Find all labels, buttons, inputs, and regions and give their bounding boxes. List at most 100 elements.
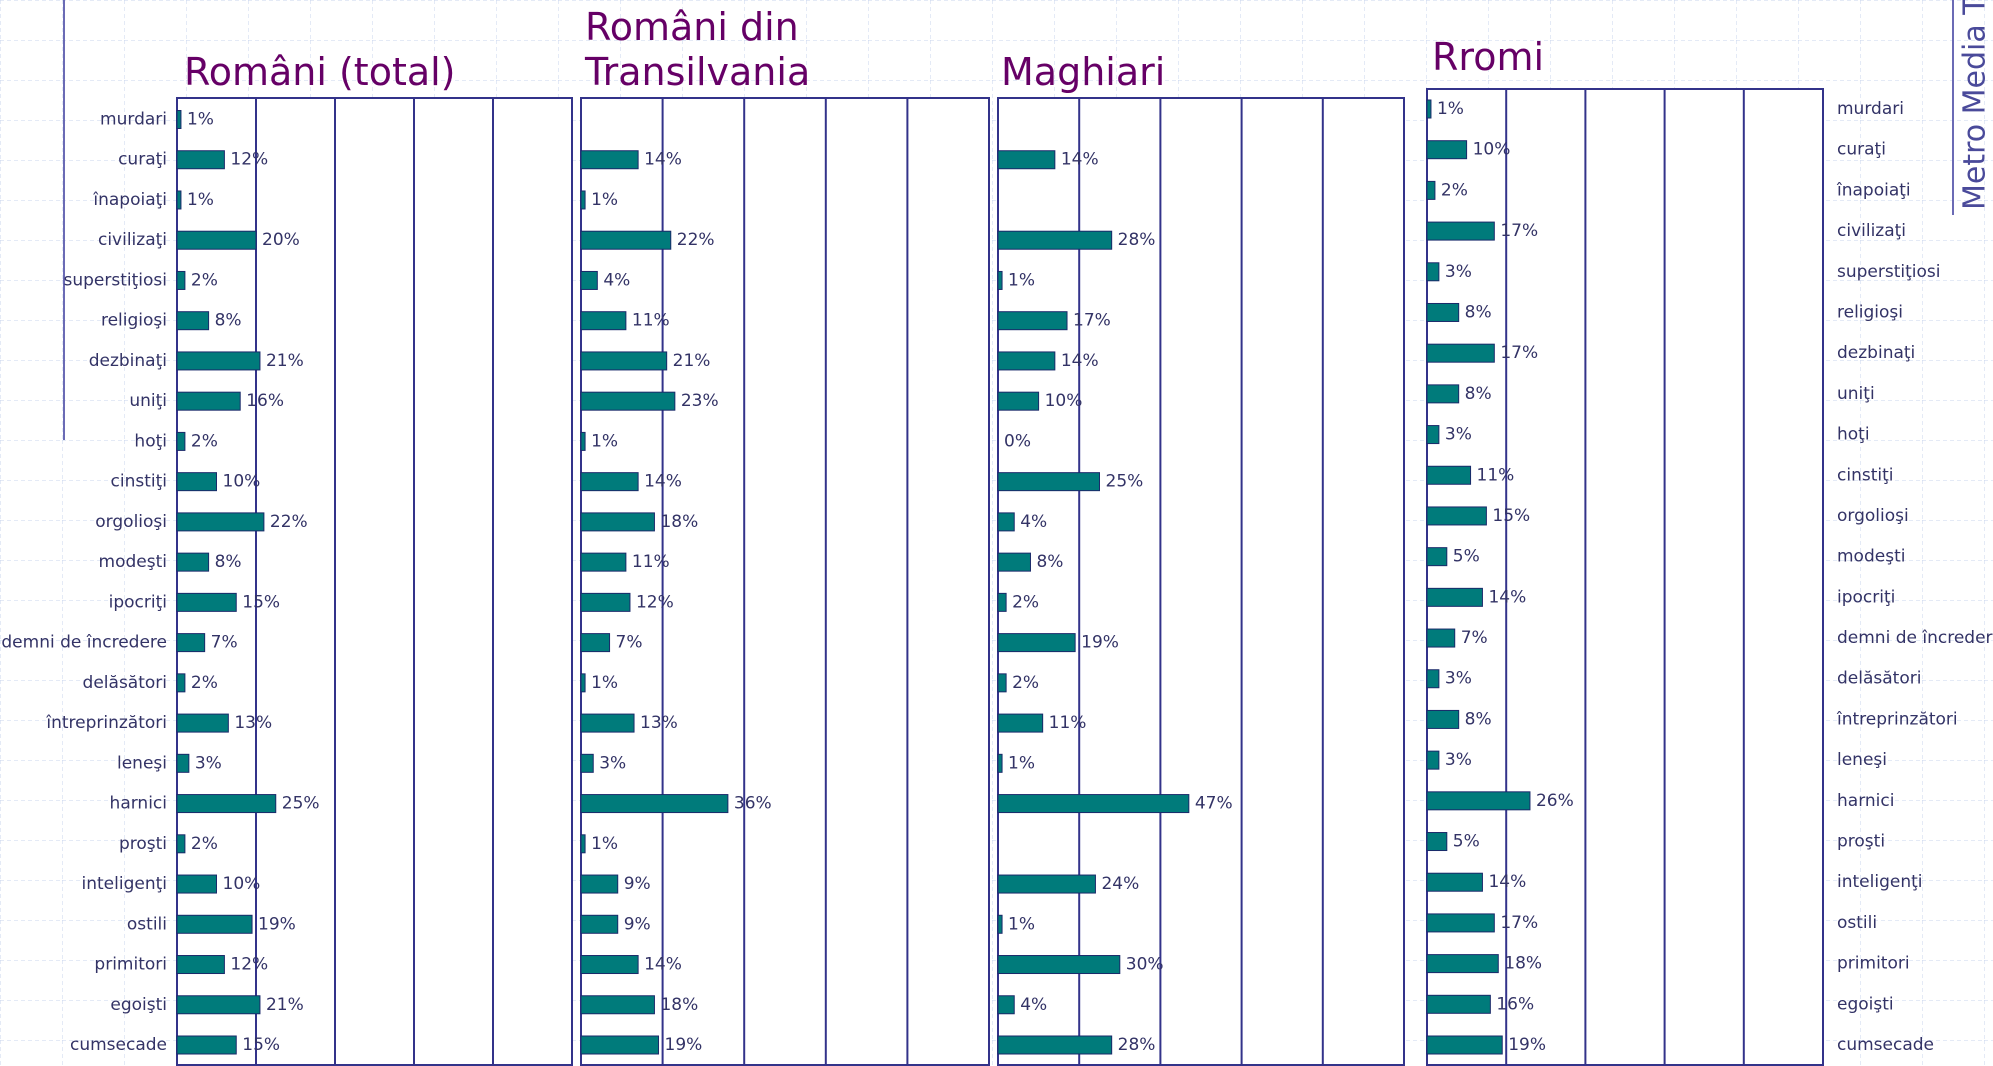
bar [176, 230, 257, 250]
bar [997, 753, 1003, 773]
bar [580, 431, 586, 451]
bar [997, 874, 1096, 894]
value-label: 12% [636, 592, 674, 612]
bar [1426, 180, 1436, 200]
value-label: 20% [262, 230, 300, 250]
value-label: 8% [215, 552, 242, 572]
value-label: 14% [1488, 872, 1526, 892]
value-label: 10% [223, 874, 261, 894]
value-label: 13% [234, 713, 272, 733]
value-label: 1% [591, 190, 618, 210]
value-label: 19% [1081, 633, 1119, 653]
value-label: 14% [644, 955, 682, 975]
category-label: ipocriţi [1837, 587, 1895, 607]
category-label: superstiţiosi [1837, 262, 1941, 282]
bar [1426, 709, 1460, 729]
value-label: 19% [665, 1035, 703, 1055]
value-label: 4% [1020, 512, 1047, 532]
bar [176, 270, 186, 290]
bar [997, 150, 1056, 170]
plot-frame [176, 97, 573, 1066]
value-label: 10% [223, 472, 261, 492]
value-label: 17% [1073, 311, 1111, 331]
value-label: 25% [1106, 472, 1144, 492]
category-label: întreprinzători [1836, 709, 1958, 729]
bar [176, 391, 241, 411]
value-label: 13% [640, 713, 678, 733]
bar [997, 633, 1076, 653]
bar [997, 955, 1121, 975]
bar [997, 472, 1100, 492]
bar [1426, 872, 1483, 892]
bar [176, 150, 225, 170]
category-label: delăsători [1837, 669, 1921, 689]
category-label: superstiţiosi [64, 270, 168, 290]
bar [997, 230, 1113, 250]
value-label: 14% [1061, 150, 1099, 170]
bar [580, 592, 631, 612]
category-label: inteligenţi [82, 874, 167, 894]
category-label: curaţi [1837, 140, 1886, 160]
category-label: uniţi [1837, 384, 1875, 404]
plot-frame [1426, 88, 1824, 1066]
bar [1426, 506, 1487, 526]
bar [1426, 994, 1491, 1014]
bar [997, 351, 1056, 371]
value-label: 8% [1465, 302, 1492, 322]
bar [176, 552, 210, 572]
value-label: 14% [644, 472, 682, 492]
value-label: 17% [1500, 221, 1538, 241]
category-label: leneşi [1837, 750, 1887, 770]
bar [176, 794, 277, 814]
value-label: 7% [1461, 628, 1488, 648]
value-label: 14% [1488, 587, 1526, 607]
category-label: dezbinaţi [1837, 343, 1915, 363]
value-label: 24% [1101, 874, 1139, 894]
category-label: înapoiaţi [1836, 180, 1911, 200]
category-label: orgolioşi [95, 512, 167, 532]
category-label: demni de încredere [1837, 628, 1993, 648]
category-label: civilizaţi [98, 230, 167, 250]
category-label: egoişti [110, 995, 167, 1015]
bar [580, 673, 586, 693]
bar [1426, 302, 1460, 322]
chart-title: Rromi [1432, 35, 1545, 79]
value-label: 10% [1045, 391, 1083, 411]
bar [176, 955, 225, 975]
value-label: 8% [1036, 552, 1063, 572]
bar [580, 391, 676, 411]
category-label: murdari [100, 110, 167, 130]
bar [997, 1035, 1113, 1055]
category-label: dezbinaţi [89, 351, 167, 371]
bar [580, 834, 586, 854]
bar [580, 995, 655, 1015]
category-label: hoţi [134, 431, 167, 451]
bar [176, 753, 190, 773]
bar [1426, 262, 1440, 282]
bar [176, 673, 186, 693]
plot-frame [580, 97, 990, 1066]
side-text: Metro Media Transilvania [1958, 0, 1993, 210]
value-label: 23% [681, 391, 719, 411]
value-label: 0% [1004, 431, 1031, 451]
value-label: 19% [1508, 1035, 1546, 1055]
bar [1426, 791, 1531, 811]
bar [176, 1035, 237, 1055]
value-label: 11% [1477, 465, 1515, 485]
category-label: curaţi [118, 150, 167, 170]
category-label: modeşti [1837, 547, 1905, 567]
category-label: înapoiaţi [92, 190, 167, 210]
category-label: hoţi [1837, 425, 1870, 445]
bar [580, 914, 619, 934]
category-label: religioşi [1837, 302, 1903, 322]
bar [1426, 343, 1495, 363]
value-label: 14% [1061, 351, 1099, 371]
value-label: 17% [1500, 343, 1538, 363]
bar [1426, 465, 1472, 485]
value-label: 22% [270, 512, 308, 532]
bar [176, 512, 265, 532]
value-label: 1% [591, 673, 618, 693]
bar [176, 311, 210, 331]
value-label: 1% [591, 834, 618, 854]
